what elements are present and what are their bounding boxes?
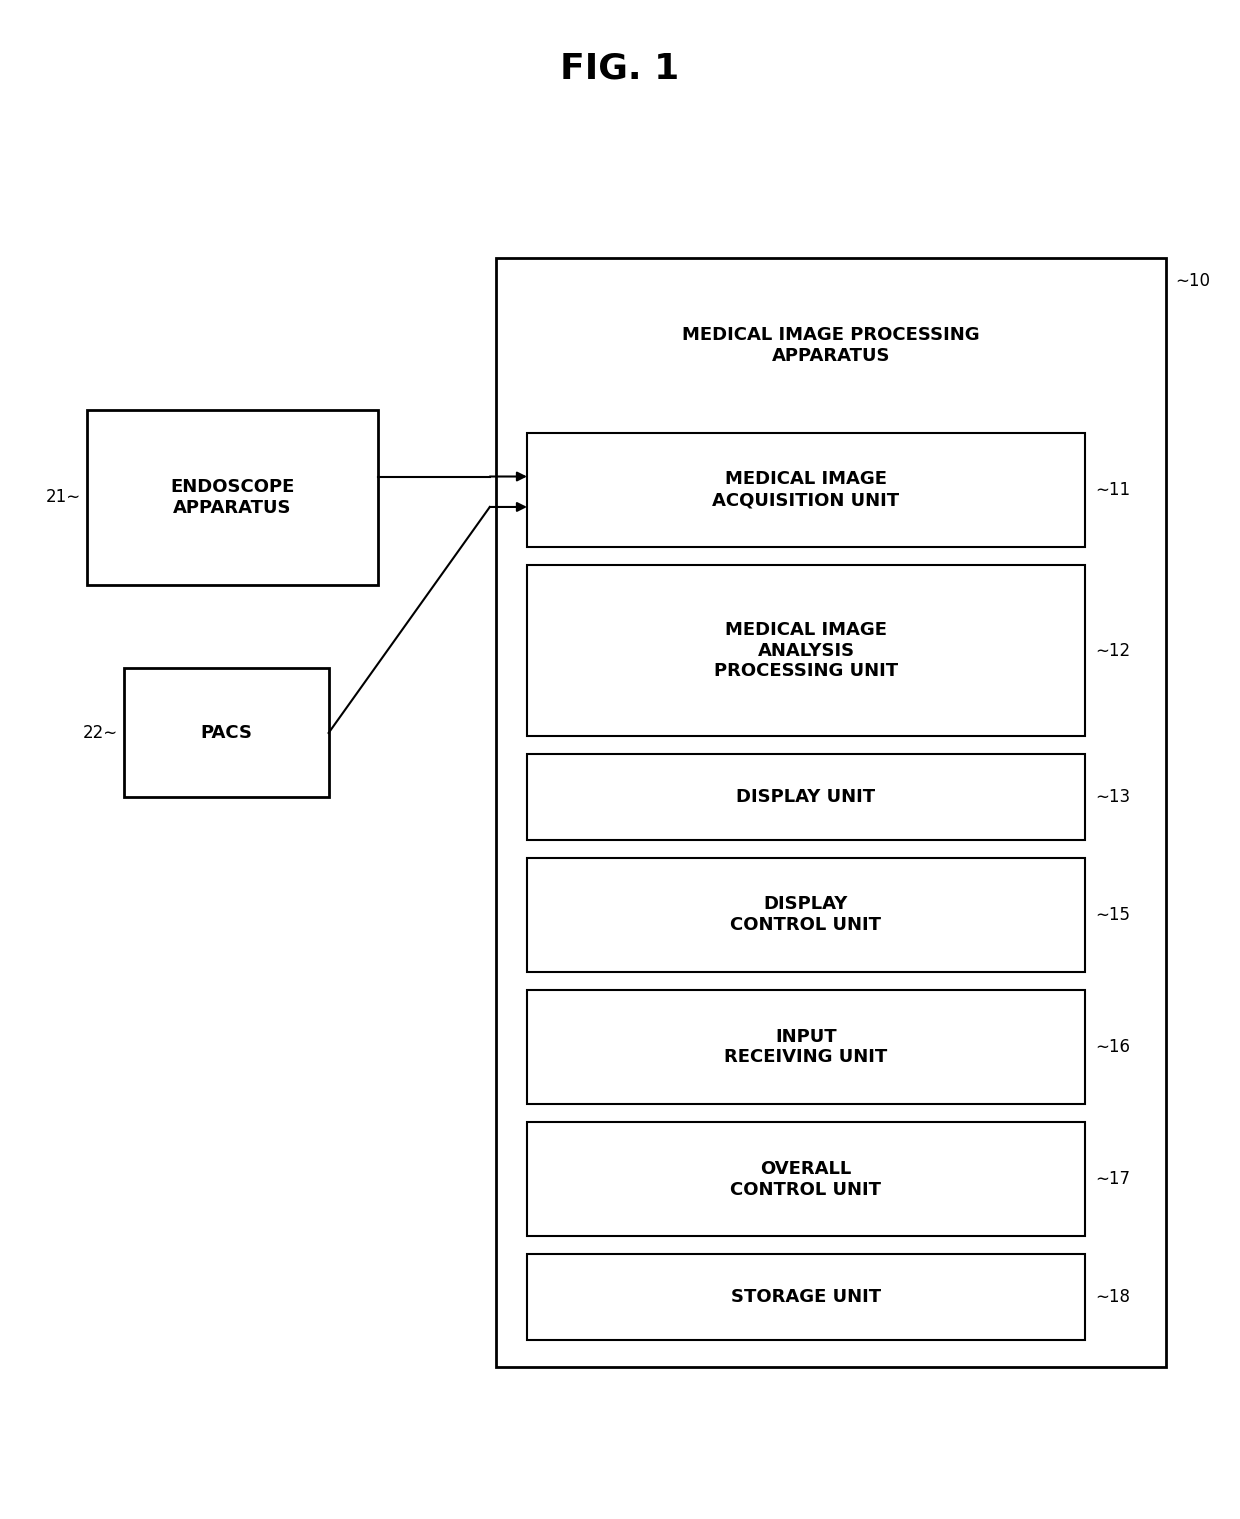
Text: MEDICAL IMAGE PROCESSING
APPARATUS: MEDICAL IMAGE PROCESSING APPARATUS [682,327,980,365]
Text: ∼17: ∼17 [1095,1170,1130,1188]
Text: FIG. 1: FIG. 1 [560,52,680,85]
Text: STORAGE UNIT: STORAGE UNIT [730,1288,882,1306]
Text: INPUT
RECEIVING UNIT: INPUT RECEIVING UNIT [724,1027,888,1066]
Text: DISPLAY UNIT: DISPLAY UNIT [737,788,875,807]
Text: ∼15: ∼15 [1095,905,1130,924]
Bar [527,755,1085,840]
Text: DISPLAY
CONTROL UNIT: DISPLAY CONTROL UNIT [730,895,882,934]
Text: MEDICAL IMAGE
ANALYSIS
PROCESSING UNIT: MEDICAL IMAGE ANALYSIS PROCESSING UNIT [714,621,898,681]
Bar [87,410,378,585]
Text: PACS: PACS [201,725,252,741]
Text: 21∼: 21∼ [46,489,81,506]
Text: ∼13: ∼13 [1095,788,1130,807]
Bar [527,433,1085,547]
Text: ∼11: ∼11 [1095,482,1130,498]
Text: ∼12: ∼12 [1095,641,1130,659]
Bar [527,1255,1085,1340]
Text: ∼16: ∼16 [1095,1037,1130,1056]
Bar [527,858,1085,972]
Bar [527,990,1085,1104]
Text: ∼10: ∼10 [1176,272,1210,290]
Text: ∼18: ∼18 [1095,1288,1130,1306]
Bar [496,258,1166,1367]
Bar [124,668,329,797]
Text: 22∼: 22∼ [83,725,118,741]
Bar [527,565,1085,735]
Bar [527,1123,1085,1236]
Text: MEDICAL IMAGE
ACQUISITION UNIT: MEDICAL IMAGE ACQUISITION UNIT [713,471,899,509]
Text: ENDOSCOPE
APPARATUS: ENDOSCOPE APPARATUS [170,478,295,516]
Text: OVERALL
CONTROL UNIT: OVERALL CONTROL UNIT [730,1159,882,1198]
